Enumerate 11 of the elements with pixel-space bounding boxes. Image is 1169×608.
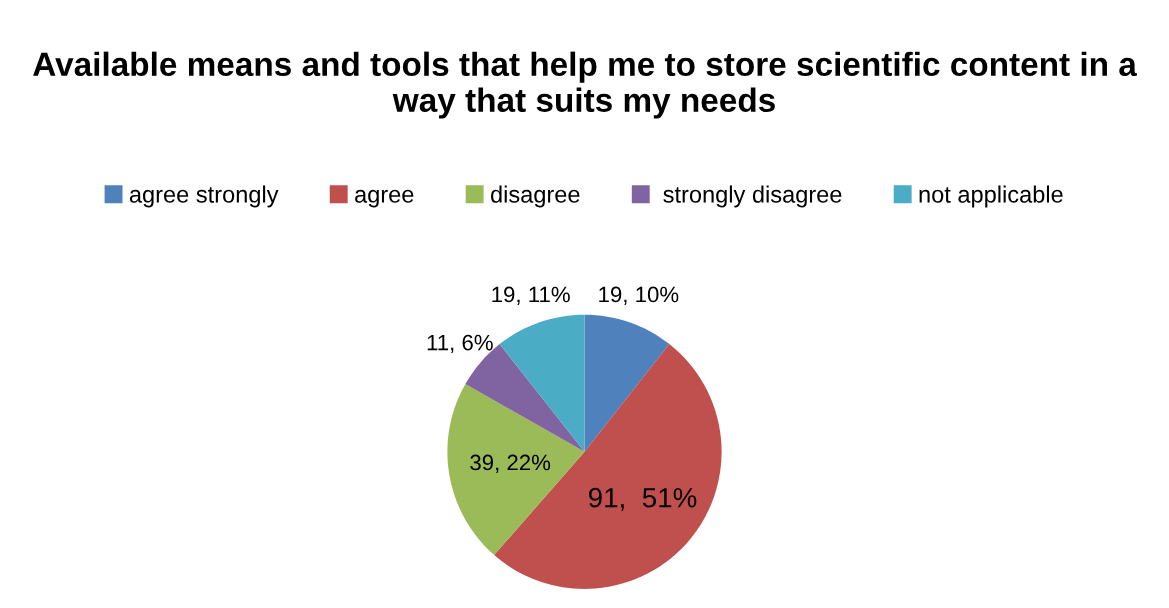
chart-title: Available means and tools that help me to store scientific content in a way that suits my needs <box>33 51 1138 119</box>
data-label: 19, 11% <box>492 286 570 305</box>
data-label: 19, 10% <box>599 286 679 305</box>
legend-label: agree strongly <box>129 185 279 208</box>
data-label: 91, 51% <box>588 487 697 511</box>
data-label: 11, 6% <box>427 334 493 354</box>
data-label: 39, 22% <box>470 454 551 473</box>
legend-label: not applicable <box>919 185 1063 208</box>
legend-label: strongly disagree <box>663 185 842 208</box>
legend-label: disagree <box>490 185 580 208</box>
legend-label: agree <box>355 189 414 208</box>
